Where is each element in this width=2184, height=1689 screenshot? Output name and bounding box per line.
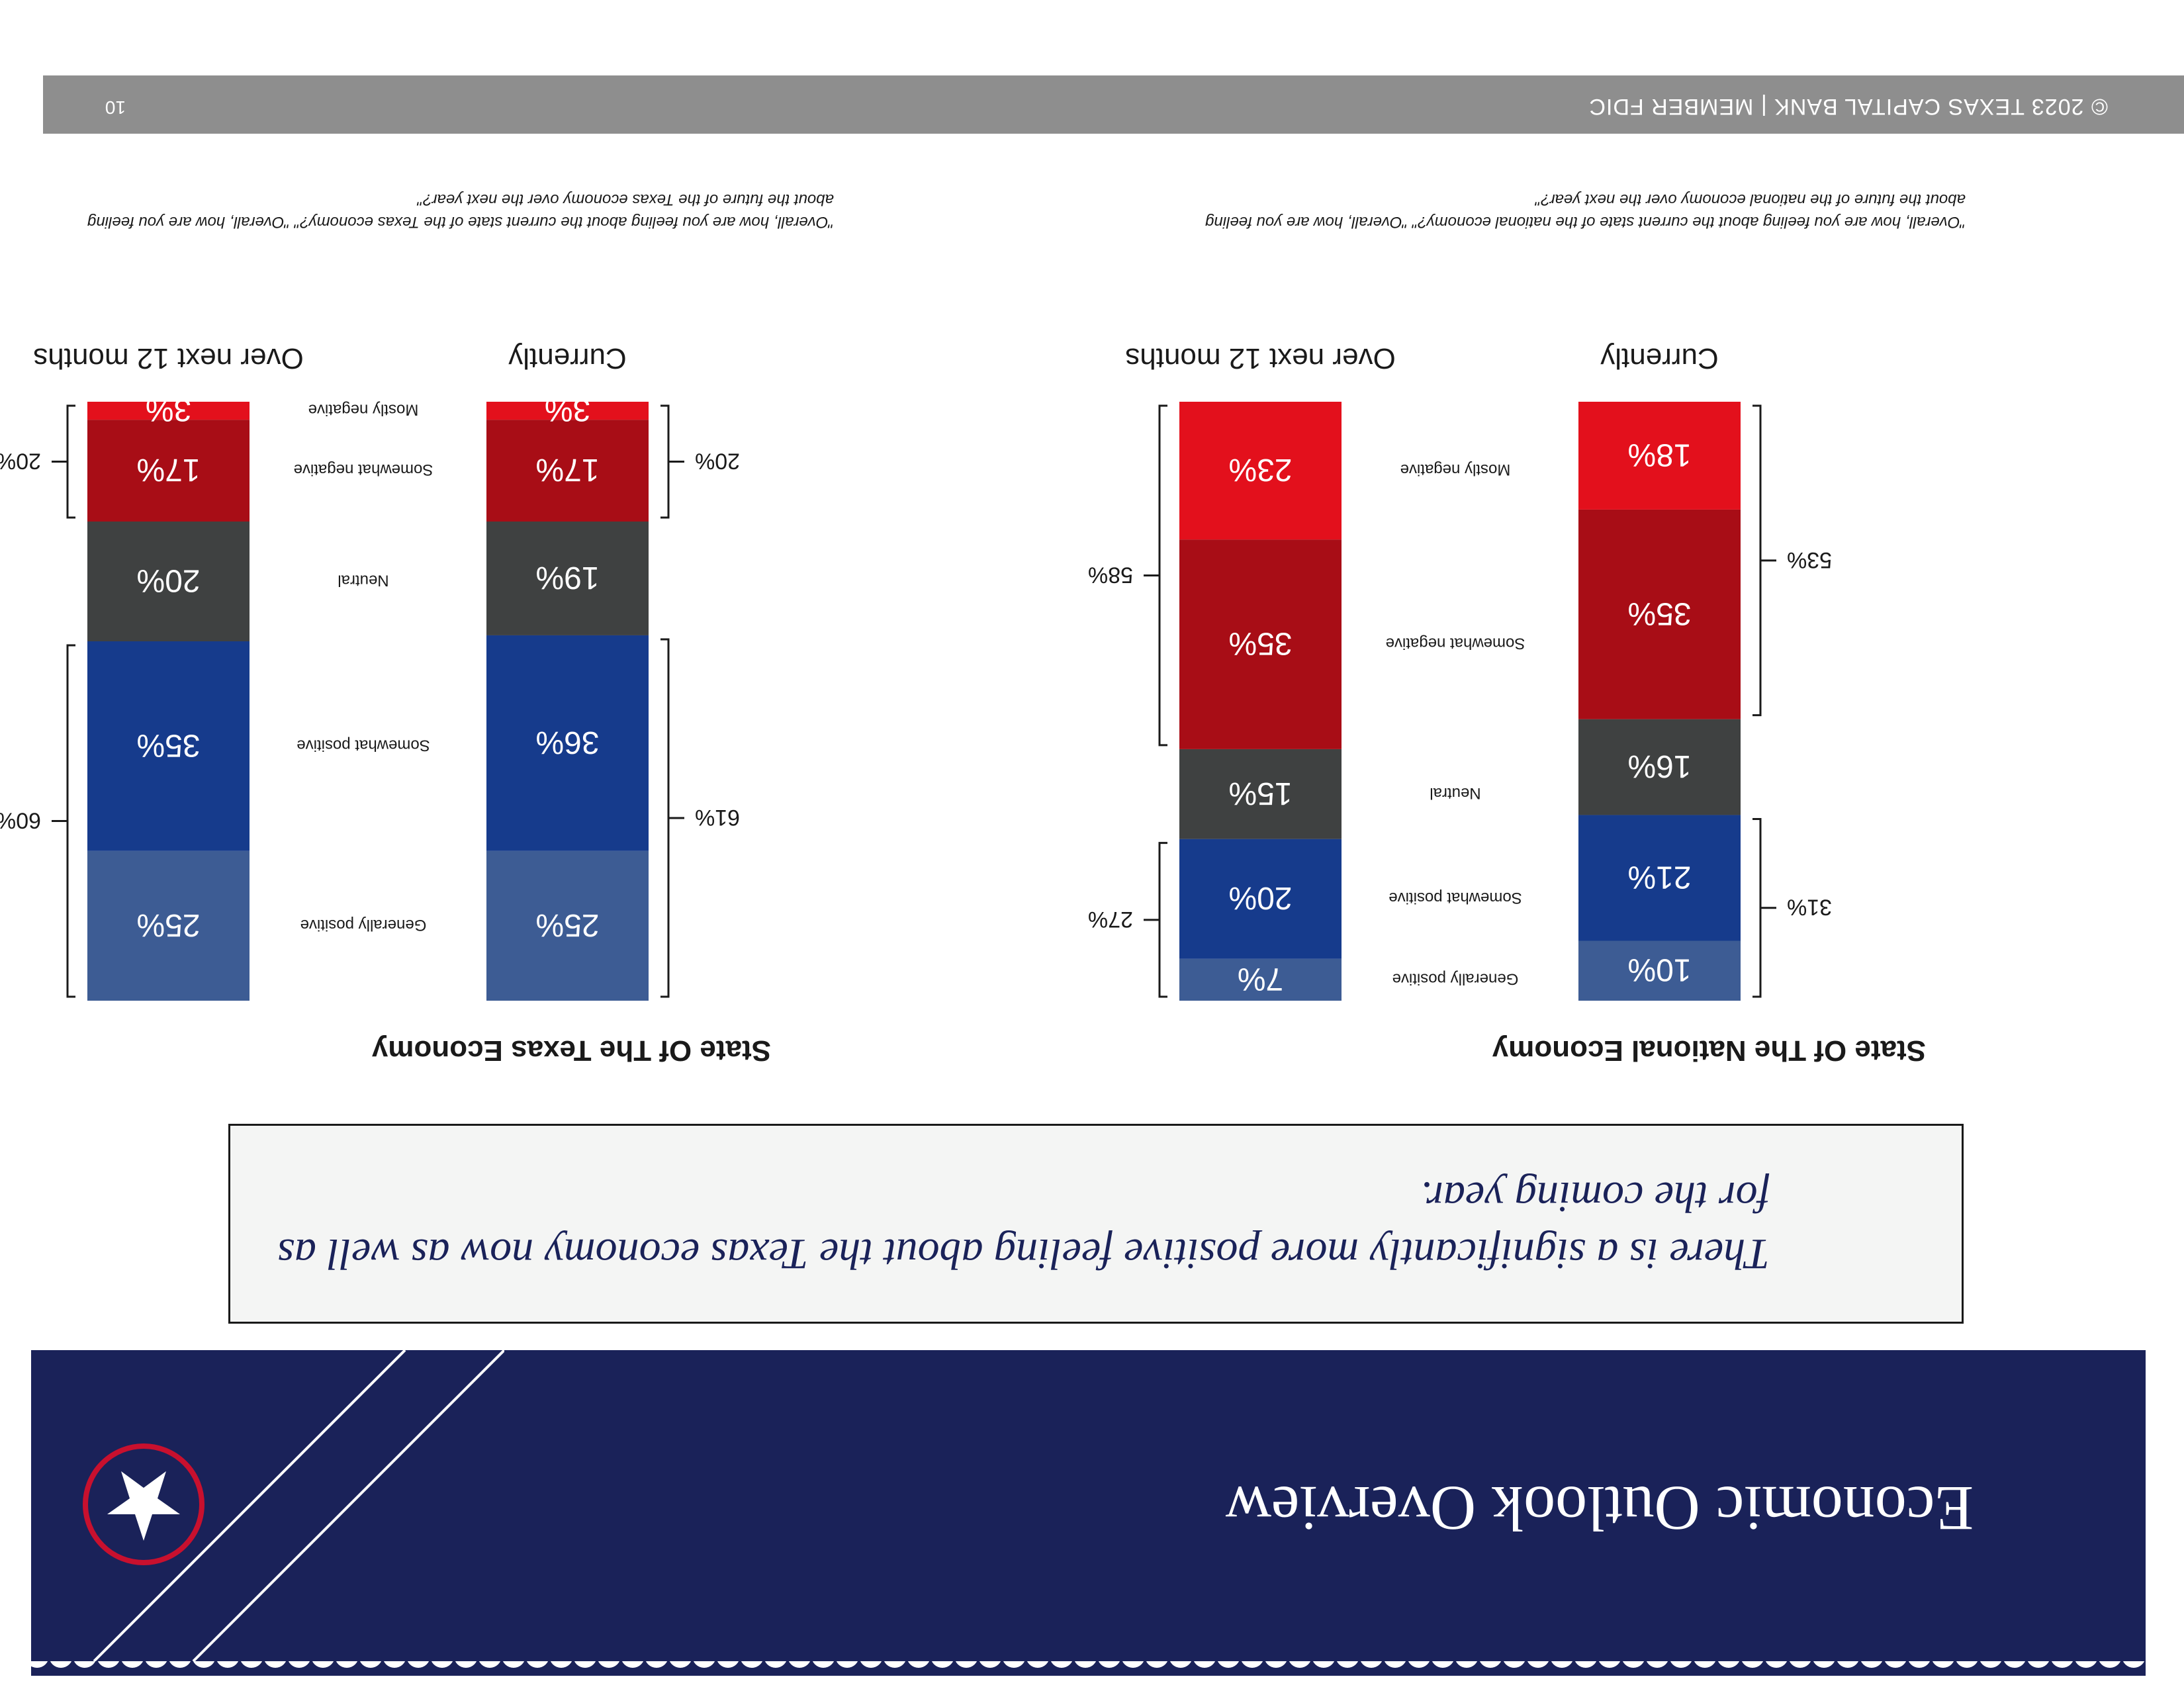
key-finding-text: There is a significantly more positive f… <box>277 1173 1770 1278</box>
data-label: 3% <box>146 392 191 428</box>
data-label: 3% <box>545 392 590 428</box>
group-bracket <box>52 404 75 519</box>
bar-segment <box>87 641 250 851</box>
category-label: Over next 12 months <box>33 342 303 375</box>
bar-segment <box>1179 749 1342 839</box>
bracket-total-label: 20% <box>0 449 41 474</box>
bar-segment <box>1179 958 1342 1001</box>
data-label: 36% <box>535 725 599 760</box>
bracket-total-label: 53% <box>1787 547 1832 572</box>
data-label: 10% <box>1627 952 1691 987</box>
bar-segment <box>1179 839 1342 959</box>
data-label: 7% <box>1238 961 1283 996</box>
national-economy-plot: 10% 21% 16% 35% 18% Currently 31% 53% 7% 20% 15% 35… <box>1088 342 1832 1001</box>
bar-segment <box>486 420 649 522</box>
data-label: 19% <box>535 560 599 595</box>
texas-economy-plot: 25% 36% 19% 17% 3% Currently 61% 20% 25% 35% 20% 17… <box>0 342 740 1001</box>
data-label: 21% <box>1627 859 1691 894</box>
group-bracket <box>1144 404 1167 747</box>
series-label: Somewhat negative <box>1386 635 1525 653</box>
data-label: 35% <box>1228 626 1292 661</box>
series-label: Generally positive <box>300 916 427 934</box>
bar-segment <box>486 522 649 635</box>
banner-diagonal-stripes <box>93 1350 504 1661</box>
category-label: Currently <box>508 342 627 375</box>
series-label: Neutral <box>1430 784 1480 802</box>
key-finding-callout: There is a significantly more positive f… <box>228 1124 1964 1324</box>
bracket-total-label: 60% <box>0 808 41 833</box>
bar-segment <box>1578 402 1741 510</box>
data-label: 15% <box>1228 776 1292 811</box>
series-label: Generally positive <box>1392 970 1519 987</box>
data-label: 17% <box>136 452 200 487</box>
star-icon <box>83 1443 205 1565</box>
bracket-total-label: 31% <box>1787 895 1832 920</box>
texas-chart-footnote: "Overall, how are you feeling about the … <box>87 191 834 231</box>
group-bracket <box>52 644 75 998</box>
national-economy-chart: State Of The National Economy 10% 21% 16% 3… <box>1046 273 1966 1067</box>
header-banner: Economic Outlook Overview <box>31 1350 2146 1661</box>
bracket-total-label: 20% <box>695 449 740 474</box>
bar-segment <box>486 635 649 851</box>
group-bracket <box>660 404 684 519</box>
group-bracket <box>1752 404 1776 717</box>
data-label: 20% <box>1228 880 1292 915</box>
series-label: Mostly negative <box>308 401 419 419</box>
page-title: Economic Outlook Overview <box>1225 1473 1974 1544</box>
bar-segment <box>1578 509 1741 719</box>
bar-segment <box>87 402 250 420</box>
bracket-total-label: 27% <box>1088 907 1133 932</box>
series-label: Somewhat positive <box>296 736 430 754</box>
bar-segment <box>1578 719 1741 815</box>
bar-segment <box>486 402 649 420</box>
bar-segment <box>1179 539 1342 749</box>
series-label: Somewhat positive <box>1388 889 1522 907</box>
data-label: 20% <box>136 563 200 598</box>
category-label: Over next 12 months <box>1125 342 1395 375</box>
group-bracket <box>660 638 684 998</box>
data-label: 35% <box>1627 596 1691 631</box>
bracket-total-label: 58% <box>1088 562 1133 587</box>
group-bracket <box>1752 817 1776 998</box>
data-label: 18% <box>1627 437 1691 472</box>
bracket-total-label: 61% <box>695 805 740 830</box>
data-label: 16% <box>1627 749 1691 784</box>
data-label: 17% <box>535 452 599 487</box>
footer-copyright: © 2023 TEXAS CAPITAL BANK | MEMBER FDIC <box>1588 94 2108 119</box>
footer-bar: © 2023 TEXAS CAPITAL BANK | MEMBER FDIC … <box>43 75 2184 134</box>
bar-segment <box>486 850 649 1001</box>
data-label: 25% <box>136 907 200 942</box>
category-label: Currently <box>1600 342 1719 375</box>
data-label: 23% <box>1228 452 1292 487</box>
bar-segment <box>1179 402 1342 540</box>
series-label: Mostly negative <box>1400 461 1511 479</box>
group-bracket <box>1144 842 1167 998</box>
national-chart-footnote: "Overall, how are you feeling about the … <box>1205 191 1966 231</box>
data-label: 35% <box>136 727 200 762</box>
bar-segment <box>87 850 250 1001</box>
bar-segment <box>87 522 250 641</box>
page-number: 10 <box>105 97 126 118</box>
series-label: Neutral <box>338 572 388 590</box>
series-label: Somewhat negative <box>294 461 433 479</box>
texas-economy-chart: State Of The Texas Economy 25% 36% 19% 17% 3… <box>0 273 874 1067</box>
data-label: 25% <box>535 907 599 942</box>
bar-segment <box>87 420 250 522</box>
bar-segment <box>1578 815 1741 941</box>
bar-segment <box>1578 940 1741 1001</box>
